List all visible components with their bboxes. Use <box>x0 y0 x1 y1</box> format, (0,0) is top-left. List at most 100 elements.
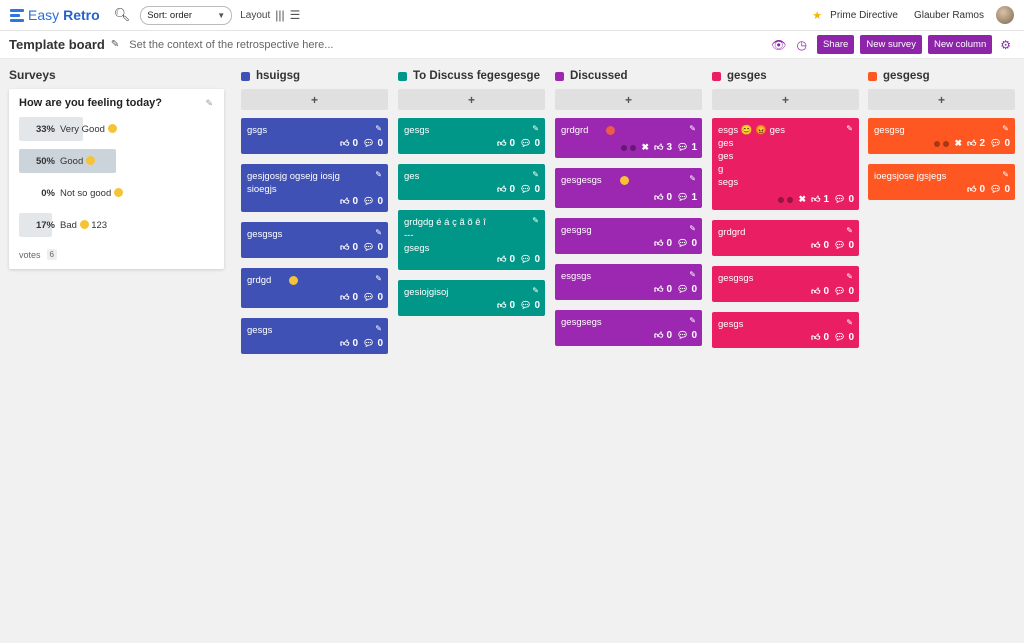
thumbs-up-icon[interactable]: 👍︎ <box>967 184 977 194</box>
comment-icon[interactable]: 💬︎ <box>834 240 846 250</box>
retro-card[interactable]: gesgsegs ✎ 👍︎ 0 💬︎ 0 <box>555 310 702 346</box>
edit-title-pencil-icon[interactable]: ✎ <box>110 39 120 50</box>
comment-icon[interactable]: 💬︎ <box>990 138 1002 148</box>
edit-survey-pencil-icon[interactable]: ✎ <box>205 98 213 108</box>
sort-select[interactable]: Sort: order ▼ <box>140 5 233 25</box>
comment-icon[interactable]: 💬︎ <box>363 196 375 206</box>
retro-card[interactable]: grdgrd ✎ 👍︎ 0 💬︎ 0 <box>712 220 859 256</box>
comment-icon[interactable]: 💬︎ <box>363 242 375 252</box>
edit-card-pencil-icon[interactable]: ✎ <box>1002 124 1009 133</box>
thumbs-up-icon[interactable]: 👍︎ <box>497 300 507 310</box>
edit-card-pencil-icon[interactable]: ✎ <box>375 274 382 283</box>
thumbs-up-icon[interactable]: 👍︎ <box>811 240 821 250</box>
column-title[interactable]: hsuigsg <box>256 70 301 82</box>
retro-card[interactable]: gesgsg ✎ ✖ 👍︎ 2 💬︎ 0 <box>868 118 1015 154</box>
retro-card[interactable]: esgs 😊 😡 ges ges ges g segs ✎ ✖ 👍︎ 1 💬︎ 0 <box>712 118 859 210</box>
edit-card-pencil-icon[interactable]: ✎ <box>532 216 539 225</box>
retro-card[interactable]: esgsgs ✎ 👍︎ 0 💬︎ 0 <box>555 264 702 300</box>
rows-layout-icon[interactable]: ☰ <box>289 8 301 22</box>
easyretro-logo[interactable]: Easy Retro <box>10 7 100 23</box>
thumbs-up-icon[interactable]: 👍︎ <box>654 142 664 152</box>
edit-card-pencil-icon[interactable]: ✎ <box>375 170 382 179</box>
retro-card[interactable]: gesgsgs ✎ 👍︎ 0 💬︎ 0 <box>712 266 859 302</box>
timer-icon[interactable]: ◷ <box>796 37 807 52</box>
edit-card-pencil-icon[interactable]: ✎ <box>689 224 696 233</box>
thumbs-up-icon[interactable]: 👍︎ <box>654 330 664 340</box>
edit-card-pencil-icon[interactable]: ✎ <box>532 124 539 133</box>
retro-card[interactable]: ioegsjose jgsjegs ✎ 👍︎ 0 💬︎ 0 <box>868 164 1015 200</box>
comment-icon[interactable]: 💬︎ <box>677 142 689 152</box>
edit-card-pencil-icon[interactable]: ✎ <box>846 272 853 281</box>
thumbs-up-icon[interactable]: 👍︎ <box>967 138 977 148</box>
edit-card-pencil-icon[interactable]: ✎ <box>1002 170 1009 179</box>
retro-card[interactable]: gesgs ✎ 👍︎ 0 💬︎ 0 <box>712 312 859 348</box>
edit-card-pencil-icon[interactable]: ✎ <box>532 286 539 295</box>
new-column-button[interactable]: New column <box>927 35 993 54</box>
comment-icon[interactable]: 💬︎ <box>677 330 689 340</box>
retro-card[interactable]: grdgd ✎ 👍︎ 0 💬︎ 0 <box>241 268 388 308</box>
add-card-button[interactable]: + <box>241 89 388 110</box>
add-card-button[interactable]: + <box>398 89 545 110</box>
edit-card-pencil-icon[interactable]: ✎ <box>846 124 853 133</box>
comment-icon[interactable]: 💬︎ <box>520 138 532 148</box>
thumbs-up-icon[interactable]: 👍︎ <box>654 192 664 202</box>
column-title[interactable]: gesgesg <box>883 70 930 82</box>
column-title[interactable]: gesges <box>727 70 767 82</box>
retro-card[interactable]: gesgsg ✎ 👍︎ 0 💬︎ 0 <box>555 218 702 254</box>
thumbs-up-icon[interactable]: 👍︎ <box>340 338 350 348</box>
comment-icon[interactable]: 💬︎ <box>834 332 846 342</box>
edit-card-pencil-icon[interactable]: ✎ <box>846 318 853 327</box>
comment-icon[interactable]: 💬︎ <box>990 184 1002 194</box>
survey-option[interactable]: 17% Bad 123 <box>19 213 214 237</box>
eye-icon[interactable]: 👁︎ <box>771 37 787 52</box>
search-icon[interactable]: 🔍︎ <box>113 7 131 22</box>
edit-card-pencil-icon[interactable]: ✎ <box>375 124 382 133</box>
comment-icon[interactable]: 💬︎ <box>834 286 846 296</box>
comment-icon[interactable]: 💬︎ <box>677 284 689 294</box>
thumbs-up-icon[interactable]: 👍︎ <box>340 292 350 302</box>
thumbs-up-icon[interactable]: 👍︎ <box>654 238 664 248</box>
thumbs-up-icon[interactable]: 👍︎ <box>811 332 821 342</box>
retro-card[interactable]: grdgdg é á ç ã õ ê î --- gsegs ✎ 👍︎ 0 💬︎ 0 <box>398 210 545 270</box>
prime-directive-link[interactable]: Prime Directive <box>830 9 898 21</box>
thumbs-up-icon[interactable]: 👍︎ <box>340 196 350 206</box>
survey-option[interactable]: 33% Very Good <box>19 117 214 141</box>
comment-icon[interactable]: 💬︎ <box>363 338 375 348</box>
retro-card[interactable]: gesgs ✎ 👍︎ 0 💬︎ 0 <box>241 318 388 354</box>
thumbs-up-icon[interactable]: 👍︎ <box>811 194 821 204</box>
thumbs-up-icon[interactable]: 👍︎ <box>497 138 507 148</box>
user-name[interactable]: Glauber Ramos <box>913 9 984 21</box>
comment-icon[interactable]: 💬︎ <box>520 184 532 194</box>
comment-icon[interactable]: 💬︎ <box>520 300 532 310</box>
close-icon[interactable]: ✖ <box>798 194 807 204</box>
add-card-button[interactable]: + <box>712 89 859 110</box>
column-title[interactable]: To Discuss fegesgesge <box>413 70 540 82</box>
edit-card-pencil-icon[interactable]: ✎ <box>689 124 696 133</box>
thumbs-up-icon[interactable]: 👍︎ <box>497 254 507 264</box>
close-icon[interactable]: ✖ <box>954 138 963 148</box>
retro-card[interactable]: gesgsgs ✎ 👍︎ 0 💬︎ 0 <box>241 222 388 258</box>
comment-icon[interactable]: 💬︎ <box>520 254 532 264</box>
gear-icon[interactable]: ⚙ <box>1000 37 1011 52</box>
new-survey-button[interactable]: New survey <box>860 35 922 54</box>
thumbs-up-icon[interactable]: 👍︎ <box>340 138 350 148</box>
retro-card[interactable]: gesgs ✎ 👍︎ 0 💬︎ 0 <box>398 118 545 154</box>
edit-card-pencil-icon[interactable]: ✎ <box>375 324 382 333</box>
retro-card[interactable]: gesjgosjg ogsejg iosjg sioegjs ✎ 👍︎ 0 💬︎ 0 <box>241 164 388 212</box>
share-button[interactable]: Share <box>816 35 855 54</box>
edit-card-pencil-icon[interactable]: ✎ <box>532 170 539 179</box>
column-title[interactable]: Discussed <box>570 70 628 82</box>
add-card-button[interactable]: + <box>555 89 702 110</box>
thumbs-up-icon[interactable]: 👍︎ <box>497 184 507 194</box>
retro-card[interactable]: ges ✎ 👍︎ 0 💬︎ 0 <box>398 164 545 200</box>
comment-icon[interactable]: 💬︎ <box>677 238 689 248</box>
context-input[interactable]: Set the context of the retrospective her… <box>129 38 334 51</box>
add-card-button[interactable]: + <box>868 89 1015 110</box>
comment-icon[interactable]: 💬︎ <box>363 138 375 148</box>
edit-card-pencil-icon[interactable]: ✎ <box>689 174 696 183</box>
edit-card-pencil-icon[interactable]: ✎ <box>846 226 853 235</box>
thumbs-up-icon[interactable]: 👍︎ <box>340 242 350 252</box>
survey-option[interactable]: 0% Not so good <box>19 181 214 205</box>
thumbs-up-icon[interactable]: 👍︎ <box>811 286 821 296</box>
edit-card-pencil-icon[interactable]: ✎ <box>689 316 696 325</box>
